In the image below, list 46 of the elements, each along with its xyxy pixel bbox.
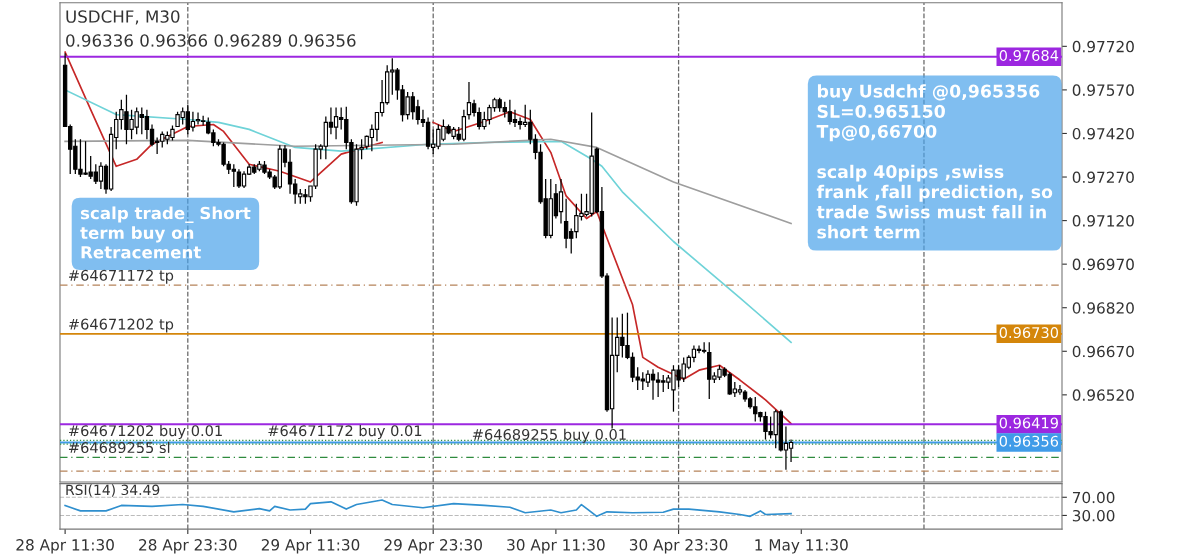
ref-line-label: 0.96356 bbox=[999, 435, 1059, 447]
candlestick bbox=[236, 168, 242, 189]
annotation: #64671172 buy 0.01 bbox=[268, 424, 422, 440]
candlestick bbox=[650, 368, 656, 401]
candlestick bbox=[425, 116, 431, 150]
ref-line-label: 0.96730 bbox=[999, 327, 1059, 339]
candlestick bbox=[200, 115, 206, 127]
y-tick-label: 70.00 bbox=[1072, 491, 1115, 504]
candlestick bbox=[512, 109, 518, 128]
ref-line-label: 0.97684 bbox=[999, 49, 1059, 62]
text: buy Usdchf @0,965356 SL=0.965150 Tp@0,66700 scalp 40pips ,swiss frank ,fall prediction, so trade Swiss must fall in short term bbox=[816, 84, 1053, 239]
x-tick-label: 29 Apr 23:30 bbox=[384, 539, 482, 554]
annotation: scalp trade_ Short term buy on Retracement bbox=[80, 206, 251, 259]
ref-line-label: 0.96419 bbox=[999, 417, 1058, 429]
y-tick-label: 0.96970 bbox=[1072, 258, 1134, 271]
x-tick-label: 1 May 11:30 bbox=[755, 539, 848, 554]
candlestick bbox=[287, 148, 293, 195]
chart-title: USDCHF, M30 bbox=[66, 10, 180, 25]
candlestick bbox=[190, 111, 196, 133]
chart-title: RSI(14) 34.49 bbox=[66, 484, 160, 497]
annotation: #64689255 buy 0.01 bbox=[472, 428, 626, 443]
y-tick-label: 0.96520 bbox=[1072, 389, 1134, 401]
candlestick bbox=[788, 438, 794, 463]
x-tick-label: 30 Apr 23:30 bbox=[629, 539, 728, 554]
candlestick bbox=[333, 106, 339, 140]
candlestick bbox=[466, 81, 472, 121]
candlestick bbox=[737, 384, 743, 396]
x-tick-label: 28 Apr 11:30 bbox=[16, 539, 114, 554]
x-tick-label: 28 Apr 23:30 bbox=[139, 539, 237, 554]
y-tick-label: 0.97570 bbox=[1072, 84, 1134, 96]
candlestick bbox=[558, 178, 564, 225]
annotation: #64671172 tp bbox=[69, 269, 174, 284]
text: 0.96336 0.96366 0.96289 0.96356 bbox=[66, 34, 356, 47]
y-tick-label: 0.97720 bbox=[1072, 40, 1134, 53]
candlestick bbox=[701, 341, 707, 354]
annotation: #64689255 sl bbox=[69, 441, 170, 454]
y-tick-label: 0.97120 bbox=[1072, 215, 1134, 227]
annotation: #64671202 tp bbox=[69, 318, 174, 333]
x-tick-label: 29 Apr 11:30 bbox=[261, 539, 360, 554]
y-tick-label: 0.96670 bbox=[1072, 345, 1134, 358]
y-tick-label: 0.97270 bbox=[1072, 171, 1134, 184]
x-tick-label: 30 Apr 11:30 bbox=[507, 539, 605, 554]
y-tick-label: 0.96820 bbox=[1072, 302, 1134, 314]
y-tick-label: 30.00 bbox=[1072, 509, 1115, 522]
annotation: #64671202 buy 0.01 bbox=[69, 424, 222, 440]
y-tick-label: 0.97420 bbox=[1072, 127, 1134, 140]
